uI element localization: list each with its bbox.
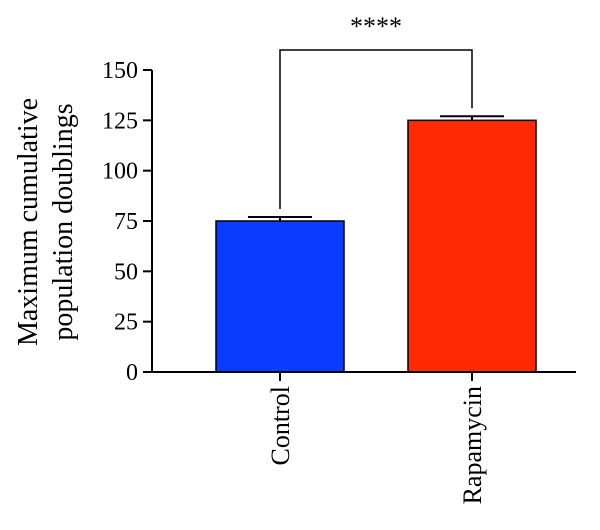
category-labels: Control Rapamycin	[266, 372, 487, 504]
y-axis-title: Maximum cumulative population doublings	[13, 98, 79, 346]
y-tick-label: 75	[114, 209, 138, 235]
y-tick-label: 25	[114, 310, 138, 336]
bar-rapamycin	[407, 119, 537, 373]
y-tick-label: 100	[102, 159, 138, 185]
significance-bracket: ****	[279, 12, 473, 209]
y-axis-title-line-1: Maximum cumulative	[13, 98, 44, 346]
y-tick-label: 125	[102, 108, 138, 134]
y-tick-label: 50	[114, 259, 138, 285]
significance-bracket-line	[279, 49, 473, 209]
y-tick-label: 150	[102, 58, 138, 84]
y-axis-title-line-2: population doublings	[48, 103, 79, 340]
category-label-control: Control	[266, 386, 295, 465]
bars	[215, 115, 537, 373]
y-tick-label: 0	[126, 360, 138, 386]
category-label-rapamycin: Rapamycin	[458, 386, 487, 504]
y-ticks: 0 25 50 75 100 125 150	[102, 58, 152, 386]
significance-label: ****	[350, 12, 402, 41]
bar-control	[215, 220, 345, 373]
